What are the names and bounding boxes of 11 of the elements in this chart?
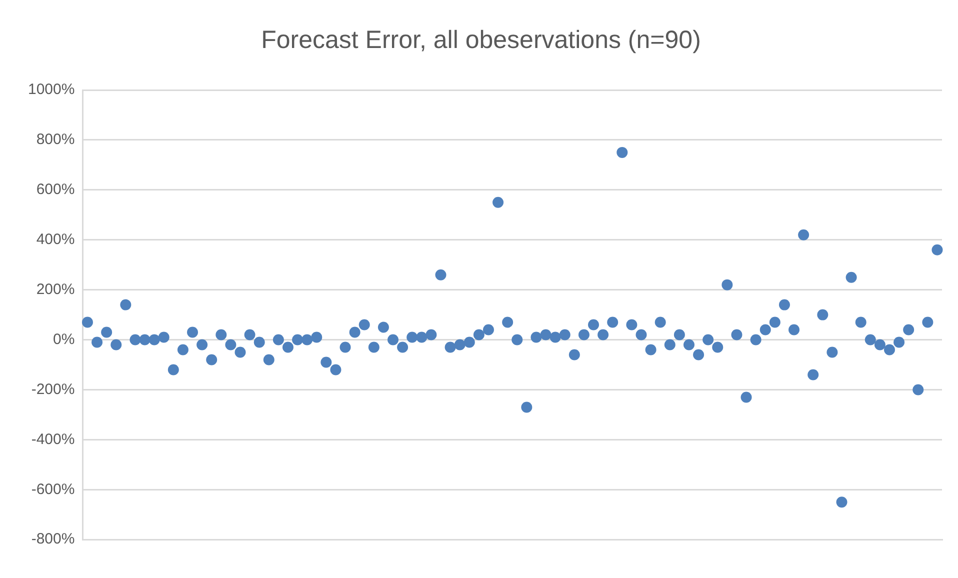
y-tick-label: 1000% xyxy=(28,81,75,98)
y-tick-label: -600% xyxy=(31,480,75,498)
y-tick-label: 200% xyxy=(36,280,75,298)
y-tick-label: -400% xyxy=(31,430,75,448)
y-tick-label: 0% xyxy=(53,330,75,348)
y-tick-label: -200% xyxy=(31,380,75,398)
y-tick-label: 600% xyxy=(36,181,75,198)
y-tick-label: -800% xyxy=(31,530,75,548)
y-tick-label: 800% xyxy=(36,131,75,148)
chart-title: Forecast Error, all obeservations (n=90) xyxy=(261,26,701,54)
y-tick-label: 400% xyxy=(36,231,75,248)
